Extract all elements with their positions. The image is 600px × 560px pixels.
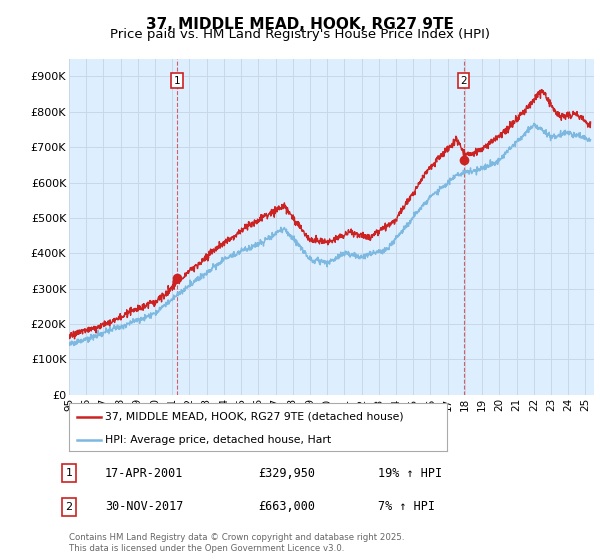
Text: HPI: Average price, detached house, Hart: HPI: Average price, detached house, Hart [105,435,331,445]
Text: 1: 1 [174,76,181,86]
Text: Price paid vs. HM Land Registry's House Price Index (HPI): Price paid vs. HM Land Registry's House … [110,28,490,41]
Text: Contains HM Land Registry data © Crown copyright and database right 2025.
This d: Contains HM Land Registry data © Crown c… [69,533,404,553]
Text: £663,000: £663,000 [258,500,315,514]
Text: 7% ↑ HPI: 7% ↑ HPI [378,500,435,514]
Text: 1: 1 [65,468,73,478]
Text: 2: 2 [65,502,73,512]
Text: 37, MIDDLE MEAD, HOOK, RG27 9TE (detached house): 37, MIDDLE MEAD, HOOK, RG27 9TE (detache… [105,412,404,422]
Text: 17-APR-2001: 17-APR-2001 [105,466,184,480]
Text: £329,950: £329,950 [258,466,315,480]
Text: 19% ↑ HPI: 19% ↑ HPI [378,466,442,480]
Text: 30-NOV-2017: 30-NOV-2017 [105,500,184,514]
Text: 37, MIDDLE MEAD, HOOK, RG27 9TE: 37, MIDDLE MEAD, HOOK, RG27 9TE [146,17,454,32]
Text: 2: 2 [460,76,467,86]
